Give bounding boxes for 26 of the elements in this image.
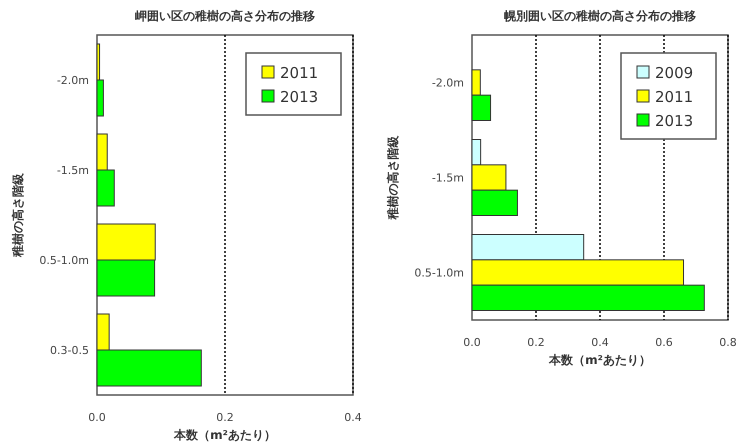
chart-title: 岬囲い区の稚樹の高さ分布の推移 [135,9,315,23]
x-tick-label: 0.2 [216,411,234,424]
x-tick-label: 0.0 [88,411,106,424]
y-tick-label: 0.5-1.0m [414,266,464,280]
y-tick-label: -2.0m [56,74,89,87]
x-tick-label: 0.8 [719,336,737,349]
chart-title: 幌別囲い区の稚樹の高さ分布の推移 [504,9,696,23]
y-tick-label: 0.3-0.5 [50,344,89,357]
y-tick-label: -2.0m [432,76,464,90]
legend-label: 2013 [280,88,318,106]
y-axis-title: 稚樹の高さ階級 [11,172,25,258]
x-tick-label: 0.4 [591,336,609,349]
y-tick-label: 0.5-1.0m [39,254,89,267]
legend-label: 2011 [280,64,318,82]
x-axis-title: 本数（m²あたり） [548,353,651,367]
y-tick-label: -1.5m [432,172,464,184]
x-tick-label: 0.4 [344,411,362,424]
y-tick-label: -1.5m [56,164,89,177]
x-tick-label: 0.2 [527,336,545,349]
legend-label: 2011 [655,88,694,106]
x-tick-label: 0.6 [655,336,673,349]
legend-label: 2013 [655,112,694,130]
x-tick-label: 0.0 [463,336,481,349]
y-axis-title: 稚樹の高さ階級 [386,134,400,220]
legend-label: 2009 [655,64,694,82]
x-axis-title: 本数（m²あたり） [173,428,276,442]
